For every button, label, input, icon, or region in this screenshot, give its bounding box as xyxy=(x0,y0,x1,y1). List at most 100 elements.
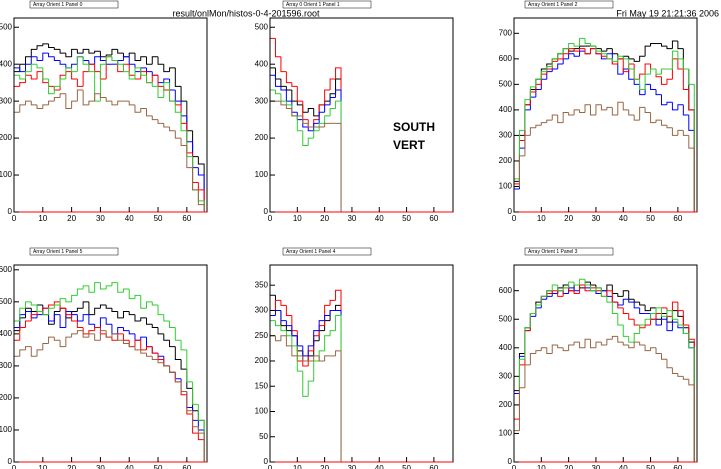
histogram-step xyxy=(111,308,118,312)
histogram-step xyxy=(606,53,613,60)
x-tick-label: 40 xyxy=(619,464,628,469)
histogram-step xyxy=(99,56,107,61)
histogram-step xyxy=(76,321,84,328)
histogram-step xyxy=(628,58,635,70)
x-tick-label: 40 xyxy=(619,214,628,223)
histogram-step xyxy=(666,359,673,369)
histogram-step xyxy=(192,167,199,191)
histogram-step xyxy=(140,56,147,61)
histogram-step xyxy=(291,108,298,117)
histogram-step xyxy=(59,78,66,87)
histogram-step xyxy=(19,349,26,357)
histogram-step xyxy=(307,380,314,397)
histogram-step xyxy=(622,58,629,73)
histogram-step xyxy=(666,78,673,85)
y-tick-label: 400 xyxy=(255,59,269,68)
histogram-step xyxy=(48,53,55,58)
histogram-step xyxy=(111,333,118,338)
histogram-step xyxy=(146,317,153,325)
histogram-step xyxy=(633,58,640,62)
histogram-step xyxy=(644,73,651,90)
histogram-step xyxy=(274,309,281,316)
y-tick-label: 100 xyxy=(499,429,513,438)
histogram-step xyxy=(105,330,112,338)
histogram-step xyxy=(99,63,107,102)
x-tick-label: 0 xyxy=(512,464,517,469)
histogram-step xyxy=(140,317,147,322)
histogram-step xyxy=(324,115,331,124)
histogram-step xyxy=(65,308,72,316)
pad-title-box xyxy=(29,247,119,256)
histogram-step xyxy=(639,324,646,334)
histogram-step xyxy=(157,119,164,124)
histogram-step xyxy=(169,67,176,72)
histogram-step xyxy=(30,301,38,306)
histogram-step xyxy=(318,122,325,131)
x-tick-label: 60 xyxy=(182,464,191,469)
histogram-step xyxy=(611,335,618,340)
histogram-step xyxy=(151,82,159,87)
histogram-step xyxy=(174,130,182,139)
histogram-step xyxy=(617,63,624,75)
histogram-step xyxy=(595,46,602,52)
histogram-step xyxy=(546,290,553,297)
histogram-step xyxy=(573,43,580,47)
histogram-step xyxy=(682,69,689,90)
x-tick-label: 40 xyxy=(125,214,134,223)
histogram-step xyxy=(313,108,320,117)
histogram-step xyxy=(639,307,646,315)
x-tick-label: 20 xyxy=(564,464,573,469)
histogram-step xyxy=(682,58,689,70)
histogram-step xyxy=(42,342,49,350)
histogram-step xyxy=(117,282,124,293)
histogram-step xyxy=(88,333,95,338)
histogram-step xyxy=(655,69,662,75)
histogram-step xyxy=(163,123,170,128)
histogram-step xyxy=(291,345,298,357)
x-tick-label: 0 xyxy=(512,214,517,223)
histogram-step xyxy=(633,341,640,348)
histogram-step xyxy=(568,43,575,49)
histogram-step xyxy=(151,301,159,306)
histogram-step xyxy=(76,49,84,54)
histogram-step xyxy=(666,319,673,332)
histogram-step xyxy=(25,71,32,79)
histogram-step xyxy=(274,299,281,311)
histogram-step xyxy=(180,138,187,146)
histogram-step xyxy=(280,300,287,306)
histogram-step xyxy=(302,115,309,124)
histogram-step xyxy=(111,48,118,55)
histogram-step xyxy=(285,71,292,84)
histogram-step xyxy=(36,349,43,357)
histogram-step xyxy=(660,68,667,75)
histogram-step xyxy=(606,284,613,291)
histogram-step xyxy=(94,282,101,293)
histogram-step xyxy=(562,48,569,54)
histogram-step xyxy=(186,391,193,412)
histogram-step xyxy=(71,333,78,338)
histogram-step xyxy=(65,53,72,58)
histogram-step xyxy=(644,344,651,352)
y-tick-label: 500 xyxy=(499,314,513,323)
histogram-step xyxy=(617,302,624,309)
histogram-step xyxy=(600,287,607,297)
histogram-step xyxy=(617,336,624,343)
histogram-step xyxy=(94,50,101,54)
x-tick-label: 10 xyxy=(38,464,47,469)
histogram-step xyxy=(53,314,61,322)
histogram-step xyxy=(329,299,336,306)
pad-title: Array Orient 1 Panel 4 xyxy=(286,249,336,255)
histogram-step xyxy=(163,64,170,73)
histogram-step xyxy=(30,308,38,312)
histogram-step xyxy=(76,307,84,312)
y-tick-label: 300 xyxy=(499,371,513,380)
histogram-step xyxy=(105,305,112,309)
histogram-step xyxy=(174,372,182,383)
histogram-step xyxy=(677,129,684,136)
histogram-step xyxy=(25,63,32,72)
histogram-step xyxy=(82,71,89,87)
histogram-step xyxy=(655,89,662,96)
histogram-step xyxy=(677,319,684,326)
histogram-step xyxy=(59,49,66,54)
